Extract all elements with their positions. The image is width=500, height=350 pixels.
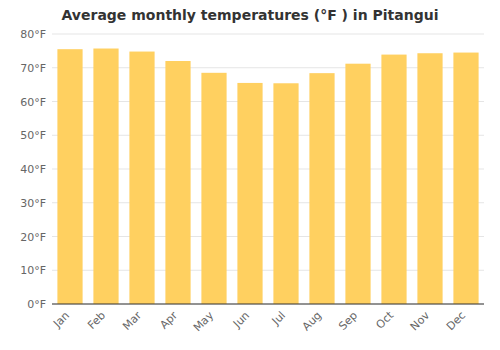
x-tick-label: Mar (120, 309, 144, 333)
bar (165, 61, 190, 304)
page: {"chart_data": {"type": "bar", "title": … (0, 0, 500, 350)
y-tick-label: 60°F (20, 96, 46, 109)
x-tick-label: Jun (230, 309, 252, 331)
x-axis-line (52, 304, 484, 305)
bars (57, 49, 478, 304)
bar (453, 53, 478, 304)
x-tick-label: Nov (408, 309, 433, 334)
y-tick-label: 20°F (20, 231, 46, 244)
y-tick-label: 80°F (20, 28, 46, 41)
y-tick-label: 10°F (20, 264, 46, 277)
bar (381, 55, 406, 304)
y-tick-label: 50°F (20, 129, 46, 142)
bar (237, 83, 262, 304)
x-tick-label: Jul (269, 309, 288, 328)
bar (93, 49, 118, 304)
chart-svg: Average monthly temperatures (°F ) in Pi… (0, 0, 500, 350)
bar (129, 52, 154, 304)
y-tick-label: 70°F (20, 62, 46, 75)
y-tick-label: 0°F (27, 298, 46, 311)
bar (345, 64, 370, 304)
grid-line (52, 304, 484, 305)
x-axis: Jan Feb Mar Apr May Jun Jul Aug Sep Oct Nov Dec (50, 304, 484, 334)
bar (309, 73, 334, 304)
y-tick-label: 40°F (20, 163, 46, 176)
grid-line (52, 34, 484, 35)
y-axis: 0°F 10°F 20°F 30°F 40°F 50°F 60°F 70°F 80°F (20, 28, 46, 311)
title: Average monthly temperatures (°F ) in Pi… (62, 7, 439, 23)
bar (201, 73, 226, 304)
y-tick-label: 30°F (20, 197, 46, 210)
x-tick-label: Aug (300, 309, 324, 333)
x-tick-label: Dec (444, 309, 468, 333)
x-tick-label: Sep (336, 309, 360, 333)
chart-container: Average monthly temperatures (°F ) in Pi… (0, 0, 500, 350)
bar (417, 53, 442, 304)
bar (57, 49, 82, 304)
x-tick-label: May (191, 309, 217, 335)
y-grid (52, 34, 484, 304)
x-tick-label: Feb (85, 309, 108, 332)
x-tick-label: Apr (157, 309, 180, 332)
x-tick-label: Oct (373, 308, 396, 331)
x-tick-label: Jan (50, 309, 72, 331)
bar (273, 83, 298, 304)
